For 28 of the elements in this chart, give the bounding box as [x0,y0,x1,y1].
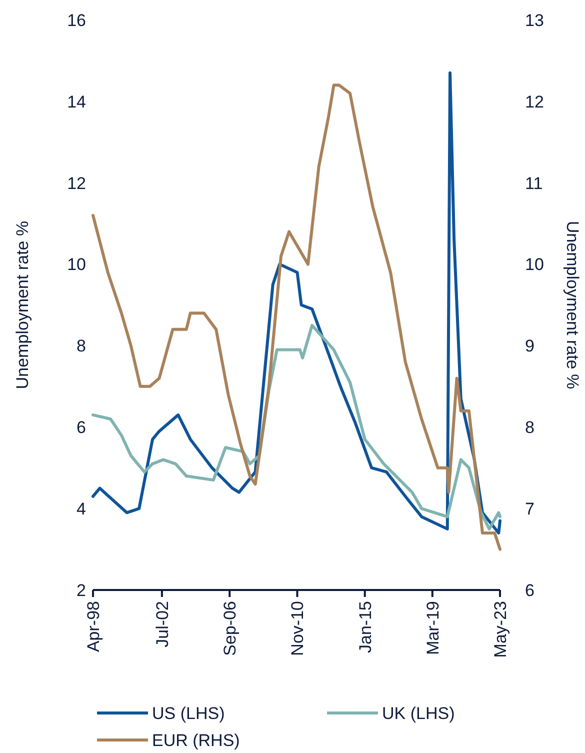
x-tick-label: Sep-06 [220,601,240,656]
legend-label: US (LHS) [152,704,225,723]
y-tick-label: 16 [67,10,86,30]
legend-label: UK (LHS) [382,704,455,723]
y2-tick-label: 10 [525,255,544,274]
x-tick-label: Jul-02 [152,601,172,648]
y-tick-label: 2 [76,580,86,600]
y-axis-title: Unemployment rate % [13,220,32,390]
y-tick-label: 10 [67,255,86,274]
y2-tick-label: 7 [525,500,534,519]
y2-tick-label: 8 [525,418,534,438]
y-tick-label: 8 [76,336,86,356]
y2-tick-label: 6 [525,580,534,600]
x-tick-label: Mar-19 [423,601,442,655]
x-tick-label: May-23 [491,601,510,658]
x-tick-label: Nov-10 [288,601,308,656]
y2-tick-label: 9 [525,336,534,356]
y-tick-label: 14 [67,92,86,112]
y-tick-label: 4 [76,500,86,519]
y2-tick-label: 11 [525,174,543,193]
y-tick-label: 12 [67,174,86,193]
y2-tick-label: 12 [525,92,544,112]
legend-label: EUR (RHS) [152,730,240,750]
x-tick-label: Apr-98 [84,601,103,652]
y-tick-label: 6 [76,418,86,438]
x-tick-label: Jan-15 [356,601,375,653]
y2-tick-label: 13 [525,10,544,30]
y2-axis-title: Unemployment rate % [563,220,582,390]
